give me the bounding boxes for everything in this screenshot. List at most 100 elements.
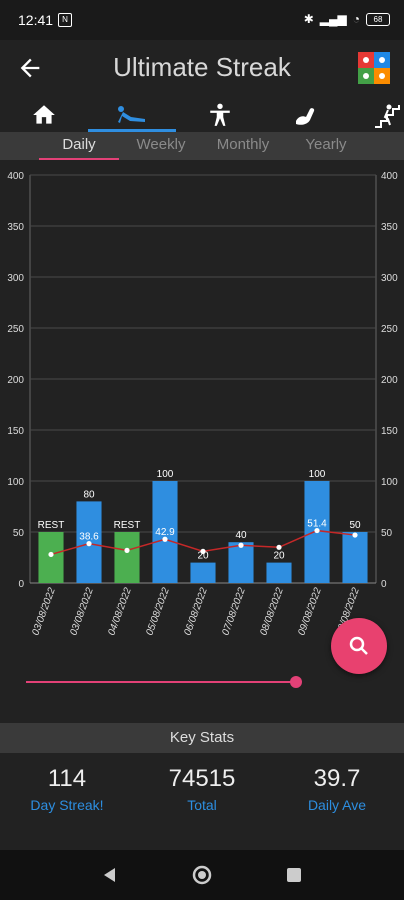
notification-badge-icon: N <box>58 13 72 27</box>
x-tick-label: 03/08/2022 <box>68 586 96 637</box>
search-button[interactable] <box>331 618 387 674</box>
battery-icon: 68 <box>366 12 390 26</box>
category-tabs <box>0 98 404 132</box>
bar-data-label: 100 <box>309 469 326 480</box>
y-tick-label-left: 150 <box>7 426 24 437</box>
key-stats-header: Key Stats <box>0 723 404 753</box>
y-tick-label-right: 0 <box>381 579 387 590</box>
tab-daily[interactable]: Daily <box>39 136 119 160</box>
x-tick-label: 08/08/2022 <box>258 586 286 637</box>
y-tick-label-left: 250 <box>7 324 24 335</box>
nav-home-button[interactable] <box>190 863 214 887</box>
nav-home-icon <box>192 865 212 885</box>
average-point <box>162 536 168 542</box>
app-logo-icon <box>358 52 390 84</box>
nav-recents-button[interactable] <box>282 863 306 887</box>
nav-back-button[interactable] <box>98 863 122 887</box>
bar-data-label: 40 <box>235 530 247 541</box>
app-bar: Ultimate Streak <box>0 40 404 98</box>
x-tick-label: 09/08/2022 <box>296 586 324 637</box>
system-nav-bar <box>0 850 404 900</box>
stat-day-streak: 114 Day Streak! <box>0 765 134 813</box>
wifi-icon: ◔ <box>352 12 360 26</box>
average-data-label: 38.6 <box>79 532 99 543</box>
key-stats: 114 Day Streak! 74515 Total 39.7 Daily A… <box>0 753 404 850</box>
tab-exercise[interactable] <box>88 98 176 132</box>
bar-data-label: 100 <box>157 469 174 480</box>
y-tick-label-left: 200 <box>7 375 24 386</box>
stat-label: Total <box>187 797 217 813</box>
y-tick-label-right: 400 <box>381 171 398 182</box>
average-point <box>86 541 92 547</box>
y-tick-label-right: 300 <box>381 273 398 284</box>
bar-data-label: 20 <box>197 551 209 562</box>
stat-total: 74515 Total <box>135 765 269 813</box>
chart-bar <box>266 562 292 583</box>
bar-data-label: 80 <box>83 489 95 500</box>
signal-icon: ▂▄▆ <box>319 12 347 26</box>
status-icons: ✱ ▂▄▆ ◔ 68 <box>304 12 390 26</box>
y-tick-label-left: 100 <box>7 477 24 488</box>
arms-icon <box>210 103 230 126</box>
nav-recents-icon <box>287 868 301 882</box>
average-point <box>352 532 358 538</box>
chart-bar <box>152 481 178 583</box>
y-tick-label-right: 200 <box>381 375 398 386</box>
y-tick-label-left: 400 <box>7 171 24 182</box>
chart-bar <box>342 532 368 583</box>
slider-thumb[interactable] <box>290 676 302 688</box>
date-range-slider[interactable] <box>26 676 302 688</box>
average-point <box>200 548 206 554</box>
x-tick-label: 05/08/2022 <box>144 586 172 637</box>
average-point <box>276 544 282 550</box>
chart-bar <box>190 562 216 583</box>
bar-data-label: 20 <box>273 551 285 562</box>
tab-stairs[interactable] <box>368 98 404 132</box>
stat-value: 39.7 <box>313 765 361 792</box>
y-tick-label-left: 350 <box>7 222 24 233</box>
bar-data-label: 50 <box>349 520 361 531</box>
stat-value: 74515 <box>168 765 236 792</box>
tab-arm-curl[interactable] <box>276 98 336 132</box>
exercise-icon <box>118 106 145 123</box>
bluetooth-icon: ✱ <box>303 12 314 26</box>
stat-label: Day Streak! <box>30 797 104 813</box>
tab-yearly[interactable]: Yearly <box>305 136 347 153</box>
stairs-icon <box>375 104 400 128</box>
page-title: Ultimate Streak <box>113 52 291 82</box>
y-tick-label-right: 50 <box>381 528 393 539</box>
tab-weekly[interactable]: Weekly <box>136 136 186 153</box>
stat-value: 114 <box>47 765 87 792</box>
tab-monthly[interactable]: Monthly <box>216 136 270 153</box>
daily-chart: 0 0 50 50 100 100 150 150 200 200 250 250 300 300 350 3… <box>7 171 398 637</box>
y-tick-label-left: 300 <box>7 273 24 284</box>
average-point <box>124 547 130 553</box>
average-data-label: 42.9 <box>155 527 175 538</box>
x-tick-label: 06/08/2022 <box>182 586 210 637</box>
average-data-label: 51.4 <box>307 519 327 530</box>
status-time: 12:41 <box>18 12 54 28</box>
x-tick-label: 07/08/2022 <box>220 586 248 637</box>
y-tick-label-right: 250 <box>381 324 398 335</box>
bar-data-label: REST <box>38 520 65 531</box>
average-point <box>314 527 320 534</box>
stat-daily-ave: 39.7 Daily Ave <box>270 765 404 813</box>
bar-data-label: REST <box>114 520 141 531</box>
y-tick-label-right: 100 <box>381 477 398 488</box>
tab-arms[interactable] <box>190 98 250 132</box>
stat-label: Daily Ave <box>307 797 367 813</box>
chart-bar <box>38 532 64 583</box>
average-point <box>238 542 244 548</box>
average-point <box>48 551 54 558</box>
home-icon <box>33 105 55 124</box>
chart-bar <box>228 542 254 583</box>
x-tick-label: 04/08/2022 <box>106 586 134 637</box>
status-bar: 12:41 N ✱ ▂▄▆ ◔ 68 <box>0 0 404 40</box>
slider-track <box>26 681 296 683</box>
search-icon <box>349 636 368 655</box>
x-tick-label: 03/08/2022 <box>30 586 58 637</box>
back-arrow-icon[interactable] <box>16 54 44 82</box>
y-tick-label-right: 350 <box>381 222 398 233</box>
tab-home[interactable] <box>14 98 74 132</box>
y-tick-label-left: 50 <box>13 528 25 539</box>
